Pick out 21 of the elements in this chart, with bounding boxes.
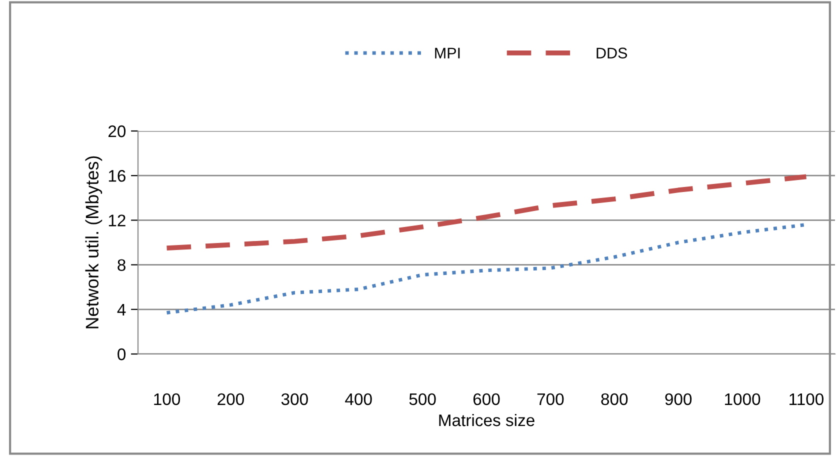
legend-label: MPI bbox=[435, 48, 460, 58]
y-tick-label: 8 bbox=[118, 259, 126, 272]
x-tick-label: 800 bbox=[601, 393, 628, 406]
x-tick-label: 1000 bbox=[725, 393, 760, 406]
x-tick-label: 400 bbox=[345, 393, 372, 406]
x-tick-label: 300 bbox=[281, 393, 308, 406]
y-tick-label: 20 bbox=[108, 125, 126, 138]
y-tick-label: 0 bbox=[118, 348, 126, 360]
x-tick-label: 700 bbox=[537, 393, 564, 406]
x-tick-label: 900 bbox=[665, 393, 692, 406]
y-tick-label: 4 bbox=[117, 304, 126, 316]
x-tick-label: 1100 bbox=[790, 393, 824, 406]
y-tick-label: 16 bbox=[108, 170, 126, 182]
x-tick-label: 100 bbox=[154, 393, 180, 406]
x-tick-label: 200 bbox=[218, 393, 244, 406]
y-axis-title: Network util. (Mbytes) bbox=[85, 156, 102, 328]
y-tick-label: 12 bbox=[108, 214, 126, 226]
legend-label: DDS bbox=[596, 48, 628, 58]
x-axis-title: Matrices size bbox=[439, 414, 534, 426]
x-tick-label: 600 bbox=[473, 393, 500, 406]
x-tick-label: 500 bbox=[409, 393, 436, 406]
